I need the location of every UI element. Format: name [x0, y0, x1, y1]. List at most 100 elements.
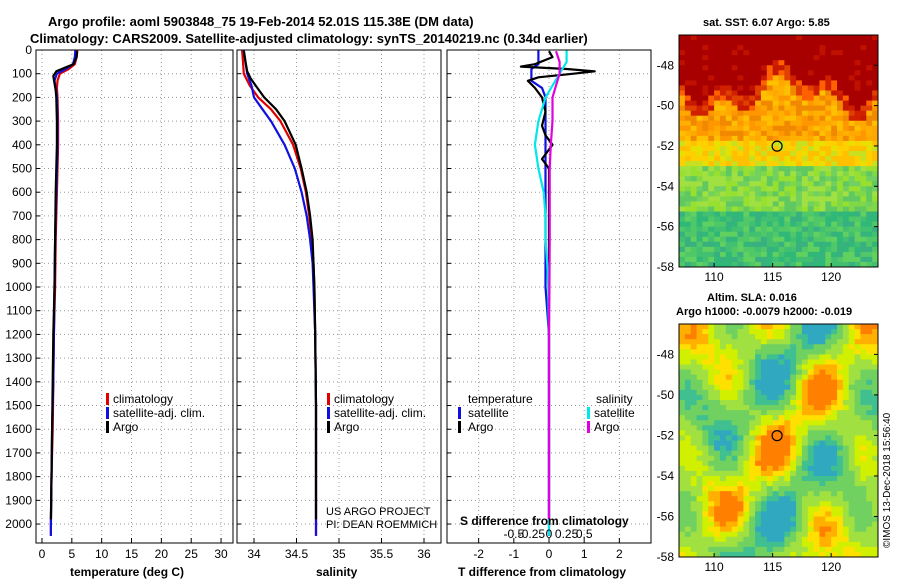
map-cell: [860, 241, 867, 248]
map-cell: [760, 531, 768, 538]
map-cell: [819, 156, 826, 162]
map-cell: [784, 551, 791, 558]
map-cell: [842, 465, 850, 472]
map-cell: [813, 166, 820, 172]
map-cell: [702, 70, 709, 76]
map-cell: [684, 384, 692, 391]
map-cell: [760, 35, 768, 41]
map-cell: [725, 181, 733, 187]
map-cell: [813, 405, 820, 411]
map-cell: [801, 251, 809, 258]
map-cell: [714, 359, 721, 366]
map-cell: [714, 50, 721, 56]
map-cell: [743, 440, 750, 447]
map-cell: [872, 501, 879, 507]
map-cell: [743, 236, 750, 243]
map-cell: [696, 541, 703, 548]
map-cell: [866, 551, 873, 558]
map-cell: [825, 191, 832, 197]
map-cell: [825, 379, 832, 386]
map-cell: [708, 181, 715, 187]
map-cell: [737, 65, 744, 71]
project-annotation: US ARGO PROJECT: [326, 506, 431, 518]
map-cell: [784, 384, 791, 391]
map-cell: [872, 486, 879, 492]
map-cell: [755, 100, 762, 107]
map-cell: [872, 105, 879, 112]
map-cell: [690, 115, 698, 122]
map-cell: [854, 181, 861, 187]
map-cell: [725, 324, 733, 330]
map-cell: [801, 450, 809, 457]
map-cell: [866, 196, 873, 202]
map-cell: [737, 85, 744, 91]
map-cell: [719, 186, 727, 192]
map-cell: [755, 435, 762, 441]
map-cell: [679, 241, 686, 248]
map-cell: [837, 491, 844, 497]
map-cell: [790, 546, 797, 553]
map-cell: [784, 501, 791, 507]
map-cell: [702, 324, 709, 330]
map-cell: [772, 506, 779, 512]
map-cell: [702, 339, 709, 345]
map-cell: [872, 246, 879, 253]
map-cell: [860, 501, 867, 507]
map-cell: [702, 486, 709, 492]
map-cell: [755, 251, 762, 258]
map-cell: [679, 420, 686, 426]
map-cell: [831, 166, 838, 172]
map-cell: [749, 251, 756, 258]
map-cell: [714, 135, 721, 142]
map-cell: [866, 241, 873, 248]
map-cell: [725, 445, 733, 452]
map-cell: [819, 206, 826, 213]
map-cell: [778, 415, 785, 421]
map-cell: [790, 241, 797, 248]
map-cell: [766, 394, 774, 401]
map-cell: [684, 496, 692, 502]
map-cell: [755, 125, 762, 132]
map-cell: [819, 191, 826, 197]
map-cell: [801, 551, 809, 558]
map-cell: [854, 140, 861, 147]
map-cell: [813, 95, 820, 102]
map-cell: [725, 435, 733, 441]
map-cell: [837, 236, 844, 243]
map-cell: [702, 120, 709, 127]
map-y-tick-label: -52: [657, 139, 675, 153]
map-cell: [866, 445, 873, 452]
map-cell: [801, 156, 809, 162]
map-cell: [872, 171, 879, 177]
map-cell: [831, 70, 838, 76]
map-cell: [702, 65, 709, 71]
map-cell: [854, 55, 861, 61]
map-cell: [866, 231, 873, 238]
map-cell: [860, 511, 867, 517]
map-cell: [684, 191, 692, 197]
map-cell: [731, 55, 739, 61]
map-cell: [714, 481, 721, 487]
map-cell: [690, 455, 698, 462]
map-cell: [842, 45, 850, 51]
map-cell: [784, 186, 791, 192]
map-cell: [796, 430, 803, 436]
map-cell: [790, 50, 797, 56]
map-cell: [737, 40, 744, 46]
map-cell: [755, 389, 762, 396]
map-cell: [842, 125, 850, 132]
legend-swatch-t-satellite: [458, 407, 461, 419]
map-cell: [819, 55, 826, 61]
map-cell: [679, 251, 686, 258]
map-cell: [831, 354, 838, 360]
map-cell: [714, 145, 721, 152]
map-cell: [684, 374, 692, 381]
map-cell: [684, 231, 692, 238]
map-cell: [778, 470, 785, 477]
map-cell: [819, 536, 826, 543]
map-cell: [719, 405, 727, 411]
map-cell: [842, 541, 850, 548]
map-cell: [784, 70, 791, 76]
map-x-tick-label: 120: [821, 270, 841, 284]
series-argo_S: [547, 50, 561, 520]
